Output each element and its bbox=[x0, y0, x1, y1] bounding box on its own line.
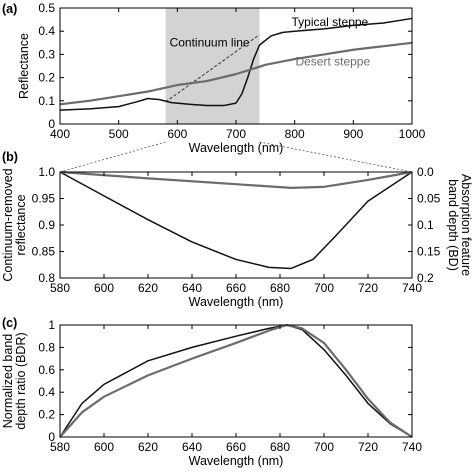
y-tick-label: 0.3 bbox=[38, 47, 55, 61]
y-tick-label: 0.8 bbox=[38, 271, 55, 285]
y-tick-label: 0.95 bbox=[32, 192, 56, 206]
y-tick-label: 0.2 bbox=[38, 408, 55, 422]
series-line-typical-steppe bbox=[59, 17, 413, 111]
x-tick-label: 580 bbox=[50, 281, 70, 295]
x-tick-label: 640 bbox=[182, 440, 202, 454]
y-tick-label: 0.4 bbox=[38, 24, 55, 38]
y-tick-label: 0.4 bbox=[38, 385, 55, 399]
continuum-line-label: Continuum line bbox=[170, 35, 250, 49]
y-tick-label: 0 bbox=[48, 430, 55, 444]
y-axis-label: Reflectance bbox=[17, 33, 31, 99]
panel-label: (c) bbox=[2, 316, 17, 330]
x-tick-label: 600 bbox=[94, 440, 114, 454]
series-label-desert-steppe: Desert steppe bbox=[295, 54, 370, 68]
x-tick-label: 620 bbox=[138, 440, 158, 454]
plot-frame bbox=[59, 171, 413, 279]
y-axis-label-line: Normalized band bbox=[1, 334, 15, 429]
x-tick-label: 580 bbox=[50, 440, 70, 454]
x-axis-label: Wavelength (nm) bbox=[189, 454, 284, 468]
x-axis-label: Wavelength (nm) bbox=[189, 141, 284, 155]
panel-c: 580 600 620 640 660 680 700 720 740 0 0.2 0.4 0.6 0.8… bbox=[1, 316, 422, 468]
x-tick-label: 700 bbox=[314, 440, 334, 454]
x-tick-label: 620 bbox=[138, 281, 158, 295]
y-tick-label: 1.0 bbox=[38, 165, 55, 179]
x-tick-label: 740 bbox=[402, 281, 422, 295]
y-tick-label: 0.6 bbox=[38, 363, 55, 377]
x-tick-label: 720 bbox=[358, 440, 378, 454]
y-axis-label: Continuum-removedreflectance bbox=[1, 168, 28, 281]
x-tick-label: 900 bbox=[343, 127, 363, 141]
y-axis-label-line: reflectance bbox=[14, 194, 28, 255]
x-tick-label: 660 bbox=[226, 281, 246, 295]
x-tick-label: 700 bbox=[226, 127, 246, 141]
zoom-connector-line bbox=[259, 141, 413, 173]
x-tick-label: 680 bbox=[270, 281, 290, 295]
series-line-desert-steppe bbox=[59, 170, 413, 189]
x-tick-label: 700 bbox=[314, 281, 334, 295]
panel-label: (a) bbox=[2, 2, 17, 16]
x-tick-label: 660 bbox=[226, 440, 246, 454]
panel-b: 580 600 620 640 660 680 700 720 740 0.8 0.85 0.9 0.9… bbox=[1, 150, 473, 309]
x-tick-label: 740 bbox=[402, 440, 422, 454]
y2-tick-label: 0.15 bbox=[417, 245, 441, 259]
y-tick-label: 0.5 bbox=[38, 1, 55, 15]
y2-tick-label: 0.1 bbox=[417, 218, 434, 232]
y-tick-label: 0.1 bbox=[38, 94, 55, 108]
panel-a: 400 500 600 700 800 900 1000 0 0.1 0.2 0.3 0.4 0.5 Wa… bbox=[2, 1, 426, 155]
y2-tick-label: 0.05 bbox=[417, 192, 441, 206]
zoom-connectors bbox=[59, 141, 413, 173]
x-tick-label: 640 bbox=[182, 281, 202, 295]
y2-axis-label-line: Absorption feature bbox=[459, 174, 473, 276]
y2-axis-label: Absorption featureband depth (BD) bbox=[446, 174, 473, 276]
y2-axis-label-line: band depth (BD) bbox=[446, 179, 460, 271]
x-tick-label: 720 bbox=[358, 281, 378, 295]
panel-label: (b) bbox=[2, 150, 18, 164]
y-tick-label: 0.9 bbox=[38, 218, 55, 232]
y-axis-label-line: depth ratio (BDR) bbox=[14, 332, 28, 429]
y2-tick-label: 0.2 bbox=[417, 271, 434, 285]
x-tick-label: 680 bbox=[270, 440, 290, 454]
x-tick-label: 400 bbox=[50, 127, 70, 141]
y-tick-label: 0.85 bbox=[32, 245, 56, 259]
y-axis-label-line: Continuum-removed bbox=[1, 168, 15, 281]
series-label-typical-steppe: Typical steppe bbox=[292, 15, 369, 29]
y-axis-label: Normalized banddepth ratio (BDR) bbox=[1, 332, 28, 429]
x-axis-label: Wavelength (nm) bbox=[189, 295, 284, 309]
series-line-desert-steppe bbox=[59, 41, 413, 106]
x-tick-label: 500 bbox=[109, 127, 129, 141]
x-tick-label: 600 bbox=[167, 127, 187, 141]
x-tick-label: 600 bbox=[94, 281, 114, 295]
y-tick-label: 0.2 bbox=[38, 71, 55, 85]
continuum-line bbox=[165, 34, 260, 103]
y-tick-label: 0 bbox=[48, 117, 55, 131]
x-tick-label: 800 bbox=[285, 127, 305, 141]
series-line-typical-steppe bbox=[59, 171, 413, 270]
highlight-band bbox=[165, 8, 260, 124]
series-line-desert-steppe bbox=[59, 323, 413, 438]
y-tick-label: 0.8 bbox=[38, 340, 55, 354]
zoom-connector-line bbox=[59, 141, 166, 173]
y2-tick-label: 0.0 bbox=[417, 165, 434, 179]
x-tick-label: 1000 bbox=[399, 127, 426, 141]
y-tick-label: 1 bbox=[48, 318, 55, 332]
